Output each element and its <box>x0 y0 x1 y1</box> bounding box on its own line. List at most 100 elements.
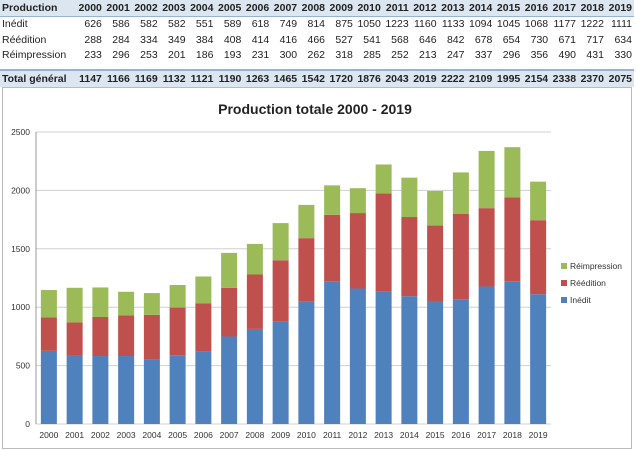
cell[interactable]: 1132 <box>159 69 188 87</box>
cell[interactable]: 296 <box>502 49 521 62</box>
cell[interactable]: 749 <box>279 18 298 31</box>
cell[interactable]: 231 <box>251 49 270 62</box>
cell[interactable]: 717 <box>586 33 604 46</box>
cell[interactable]: 2013 <box>438 0 467 17</box>
cell[interactable]: 2008 <box>299 0 328 17</box>
cell[interactable]: 551 <box>195 18 214 31</box>
cell[interactable]: 431 <box>586 49 604 62</box>
cell[interactable]: 2154 <box>522 69 551 87</box>
cell[interactable]: 2017 <box>550 0 579 17</box>
cell[interactable]: 193 <box>223 49 242 62</box>
cell[interactable]: 247 <box>446 49 465 62</box>
cell[interactable]: 586 <box>112 18 130 31</box>
cell[interactable]: 2003 <box>159 0 188 17</box>
cell[interactable]: 2006 <box>243 0 272 17</box>
cell[interactable]: 2016 <box>522 0 551 17</box>
cell[interactable]: 678 <box>474 33 493 46</box>
cell[interactable]: 384 <box>195 33 214 46</box>
cell[interactable]: 1166 <box>103 69 132 87</box>
cell[interactable]: 842 <box>446 33 465 46</box>
cell[interactable]: 284 <box>112 33 130 46</box>
row-label[interactable]: Réédition <box>2 33 47 46</box>
cell[interactable]: 2338 <box>550 69 579 87</box>
cell[interactable]: 730 <box>530 33 549 46</box>
cell[interactable]: 568 <box>391 33 409 46</box>
cell[interactable]: 1068 <box>524 18 549 31</box>
cell[interactable]: 201 <box>168 49 186 62</box>
cell[interactable]: 1876 <box>354 69 383 87</box>
cell[interactable]: 589 <box>223 18 242 31</box>
row-label[interactable]: Inédit <box>2 18 28 31</box>
cell[interactable]: 2018 <box>578 0 606 17</box>
cell[interactable]: 2005 <box>215 0 244 17</box>
cell[interactable]: 330 <box>614 49 632 62</box>
cell[interactable]: 626 <box>84 18 102 31</box>
cell[interactable]: 1094 <box>469 18 493 31</box>
cell[interactable]: 1177 <box>553 18 577 31</box>
cell[interactable]: 671 <box>558 33 577 46</box>
cell[interactable]: 1050 <box>357 18 381 31</box>
cell[interactable]: 1465 <box>271 69 300 87</box>
cell[interactable]: 2007 <box>271 0 300 17</box>
cell[interactable]: 2004 <box>187 0 216 17</box>
cell[interactable]: 2370 <box>578 69 606 87</box>
cell[interactable]: 1223 <box>385 18 409 31</box>
cell[interactable]: 2002 <box>131 0 160 17</box>
cell[interactable]: 262 <box>307 49 326 62</box>
cell[interactable]: 2019 <box>605 0 634 17</box>
cell[interactable]: 296 <box>112 49 130 62</box>
cell[interactable]: 541 <box>363 33 381 46</box>
cell[interactable]: 2014 <box>466 0 495 17</box>
cell[interactable]: 1133 <box>441 18 465 31</box>
cell[interactable]: 1160 <box>413 18 437 31</box>
cell[interactable]: 582 <box>168 18 186 31</box>
cell[interactable]: 1190 <box>215 69 244 87</box>
row-label[interactable]: Réimpression <box>2 49 67 62</box>
cell[interactable]: 2009 <box>327 0 355 17</box>
row-label[interactable]: Production <box>0 0 76 17</box>
cell[interactable]: 300 <box>279 49 298 62</box>
cell[interactable]: 618 <box>251 18 270 31</box>
cell[interactable]: 356 <box>530 49 549 62</box>
cell[interactable]: 414 <box>251 33 270 46</box>
cell[interactable]: 2043 <box>382 69 411 87</box>
cell[interactable]: 408 <box>223 33 242 46</box>
cell[interactable]: 1263 <box>243 69 272 87</box>
cell[interactable]: 1045 <box>496 18 521 31</box>
cell[interactable]: 1121 <box>187 69 216 87</box>
cell[interactable]: 337 <box>474 49 493 62</box>
cell[interactable]: 814 <box>307 18 326 31</box>
cell[interactable]: 646 <box>419 33 437 46</box>
cell[interactable]: 252 <box>391 49 409 62</box>
cell[interactable]: 654 <box>502 33 521 46</box>
cell[interactable]: 527 <box>335 33 353 46</box>
cell[interactable]: 253 <box>140 49 158 62</box>
cell[interactable]: 1995 <box>494 69 523 87</box>
cell[interactable]: 334 <box>140 33 158 46</box>
cell[interactable]: 213 <box>419 49 437 62</box>
cell[interactable]: 416 <box>279 33 298 46</box>
row-label[interactable]: Total général <box>0 69 76 87</box>
cell[interactable]: 490 <box>558 49 577 62</box>
cell[interactable]: 2109 <box>466 69 495 87</box>
cell[interactable]: 2010 <box>354 0 383 17</box>
cell[interactable]: 466 <box>307 33 326 46</box>
cell[interactable]: 875 <box>335 18 353 31</box>
cell[interactable]: 349 <box>168 33 186 46</box>
cell[interactable]: 2000 <box>76 0 104 17</box>
cell[interactable]: 1542 <box>299 69 328 87</box>
cell[interactable]: 582 <box>140 18 158 31</box>
cell[interactable]: 2019 <box>410 69 439 87</box>
cell[interactable]: 1147 <box>76 69 104 87</box>
cell[interactable]: 2015 <box>494 0 523 17</box>
cell[interactable]: 2075 <box>605 69 634 87</box>
cell[interactable]: 2011 <box>382 0 411 17</box>
cell[interactable]: 2001 <box>103 0 132 17</box>
cell[interactable]: 285 <box>363 49 381 62</box>
cell[interactable]: 1111 <box>610 18 632 31</box>
cell[interactable]: 1720 <box>327 69 355 87</box>
cell[interactable]: 233 <box>84 49 102 62</box>
cell[interactable]: 2222 <box>438 69 467 87</box>
cell[interactable]: 1222 <box>580 18 604 31</box>
cell[interactable]: 1169 <box>131 69 160 87</box>
